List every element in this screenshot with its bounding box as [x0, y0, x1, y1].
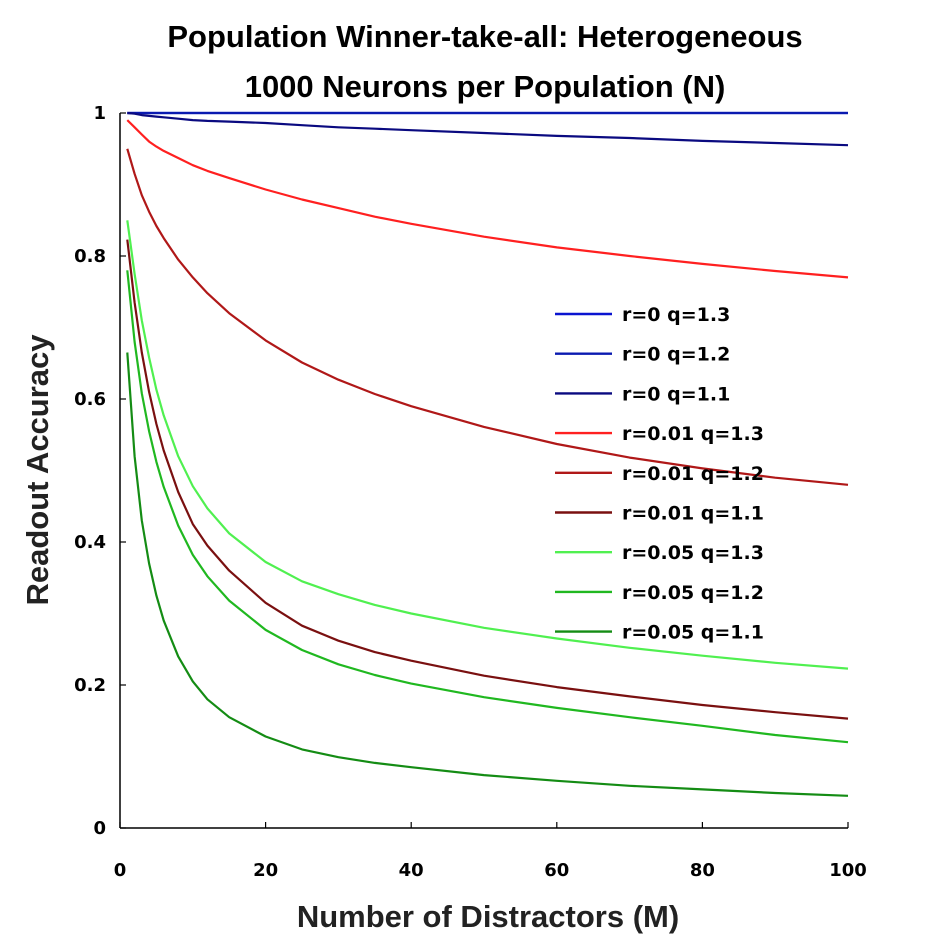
- legend-label-1: r=0 q=1.3: [622, 304, 730, 326]
- y-axis-label: Readout Accuracy: [20, 334, 55, 606]
- x-axis-label: Number of Distractors (M): [297, 899, 679, 934]
- y-tick-label: 0.6: [74, 389, 106, 410]
- legend-label-8: r=0.05 q=1.2: [622, 582, 764, 604]
- legend: r=0 q=1.3 r=0 q=1.2 r=0 q=1.1 r=0.01 q=1.3 r…: [555, 304, 764, 644]
- series-line-8: [126, 270, 849, 744]
- x-tick-label: 20: [253, 860, 278, 881]
- legend-label-4: r=0.01 q=1.3: [622, 423, 764, 445]
- y-tick-label: 0: [93, 818, 106, 839]
- series-line-4: [126, 119, 849, 279]
- series-lines: [126, 111, 849, 797]
- y-tick-label: 1: [93, 103, 106, 124]
- axis-ticks: 0 20 40 60 80 100 0 0.2 0.4 0.6 0.8 1: [74, 103, 867, 881]
- legend-label-6: r=0.01 q=1.1: [622, 503, 764, 525]
- x-tick-label: 0: [114, 860, 127, 881]
- legend-label-3: r=0 q=1.1: [622, 383, 730, 405]
- y-tick-label: 0.4: [74, 532, 106, 553]
- series-line-7: [126, 220, 849, 670]
- chart-title-line1: Population Winner-take-all: Heterogeneou…: [167, 19, 802, 54]
- series-line-5: [126, 148, 849, 486]
- y-tick-label: 0.8: [74, 246, 106, 267]
- series-line-9: [126, 352, 849, 797]
- x-tick-label: 80: [690, 860, 715, 881]
- legend-label-5: r=0.01 q=1.2: [622, 463, 764, 485]
- legend-label-2: r=0 q=1.2: [622, 344, 730, 366]
- x-tick-label: 40: [399, 860, 424, 881]
- series-line-6: [126, 239, 849, 720]
- x-tick-label: 60: [544, 860, 569, 881]
- y-tick-label: 0.2: [74, 675, 106, 696]
- series-line-3: [127, 111, 849, 147]
- legend-label-9: r=0.05 q=1.1: [622, 622, 764, 644]
- legend-label-7: r=0.05 q=1.3: [622, 542, 764, 564]
- chart-title-line2: 1000 Neurons per Population (N): [245, 69, 726, 104]
- x-tick-label: 100: [829, 860, 867, 881]
